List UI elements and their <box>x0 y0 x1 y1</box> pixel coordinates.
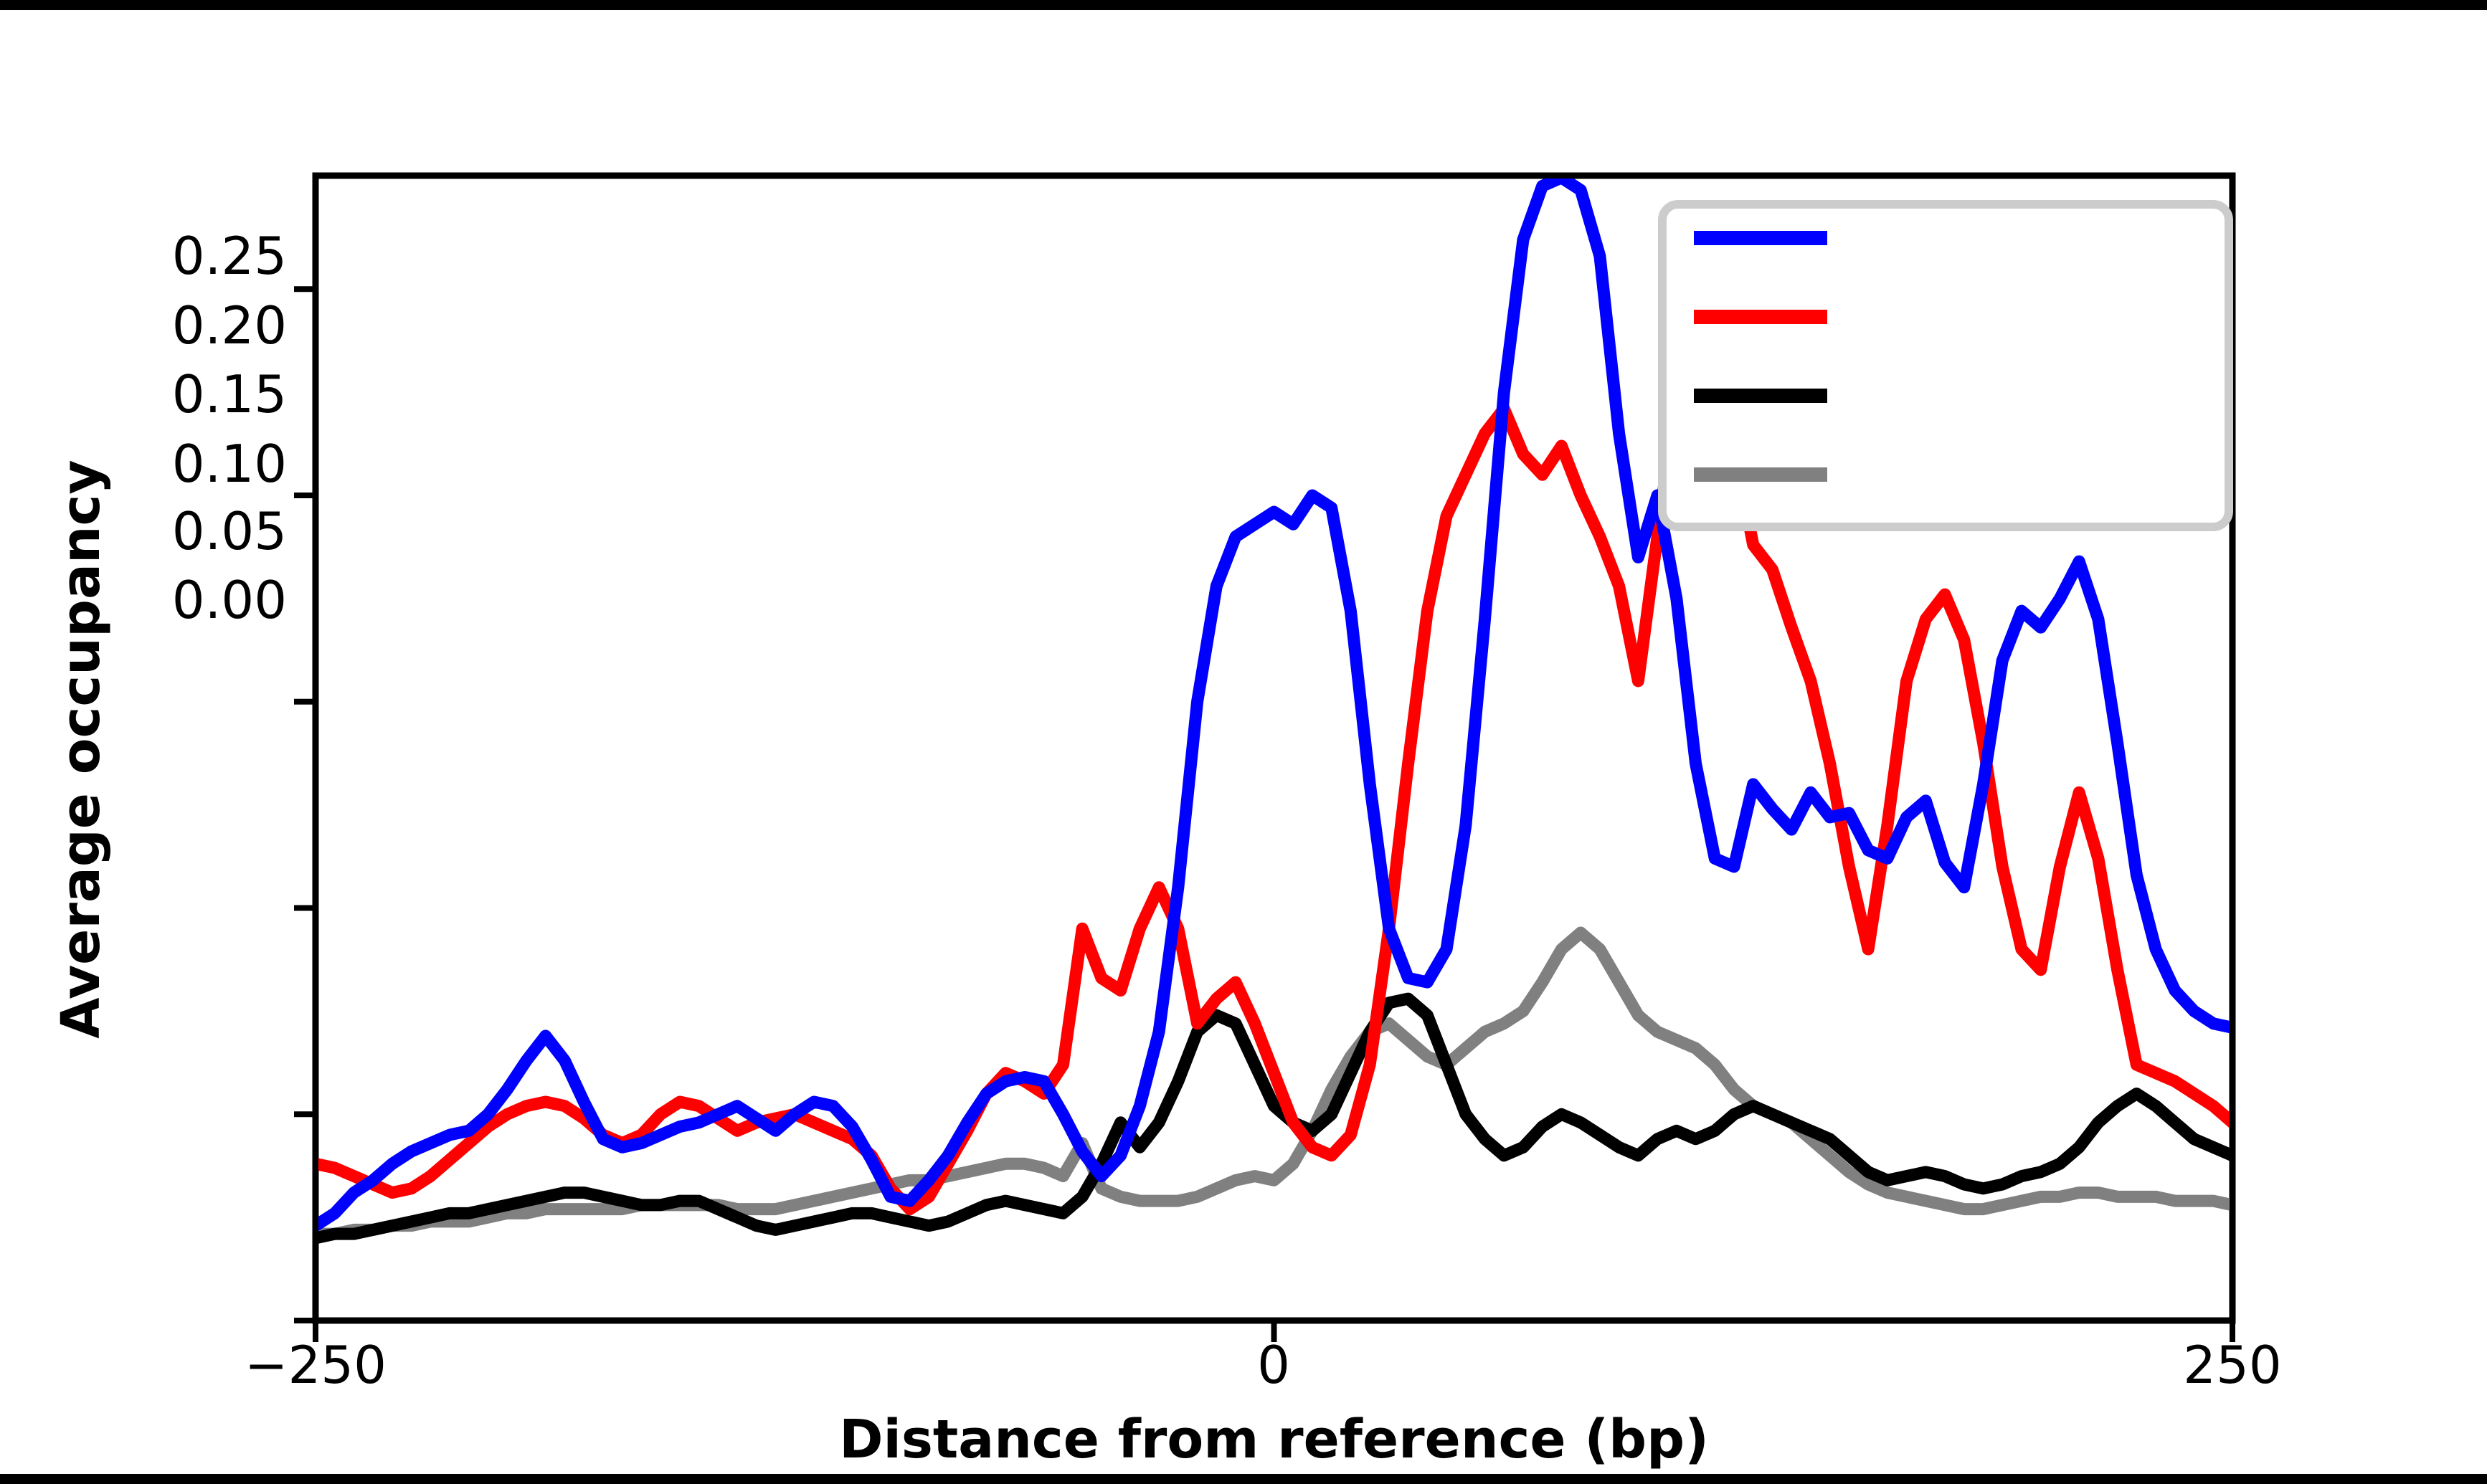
y-tick-label-0.00: 0.00 <box>171 570 287 630</box>
series-line-c1d-forward <box>318 179 2230 1232</box>
legend-box <box>1658 200 2233 531</box>
x-tick-marks <box>313 1321 2235 1342</box>
x-tick-label-0: 0 <box>1257 1335 1290 1395</box>
figure-bottom-border <box>0 1474 2487 1484</box>
y-tick-label-0.10: 0.10 <box>171 434 287 494</box>
y-tick-marks <box>294 286 316 1323</box>
x-tick-label-250: 250 <box>2183 1335 2282 1395</box>
series-line-c1d-reverse <box>318 341 2230 1216</box>
figure-top-border <box>0 0 2487 10</box>
y-tick-label-0.25: 0.25 <box>171 226 287 286</box>
y-tick-label-0.15: 0.15 <box>171 364 287 424</box>
y-tick-label-0.05: 0.05 <box>171 501 287 561</box>
series-line-igg-forward <box>318 992 2230 1244</box>
y-tick-label-0.20: 0.20 <box>171 295 287 356</box>
x-axis-label: Distance from reference (bp) <box>839 1409 1709 1470</box>
x-tick-label-minus250: −250 <box>245 1335 387 1395</box>
